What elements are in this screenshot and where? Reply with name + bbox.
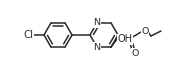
Text: N: N bbox=[93, 43, 101, 52]
Text: N: N bbox=[93, 18, 101, 27]
Text: O: O bbox=[131, 49, 139, 57]
Text: Cl: Cl bbox=[23, 30, 33, 40]
Text: OH: OH bbox=[117, 34, 133, 44]
Text: O: O bbox=[141, 27, 149, 36]
